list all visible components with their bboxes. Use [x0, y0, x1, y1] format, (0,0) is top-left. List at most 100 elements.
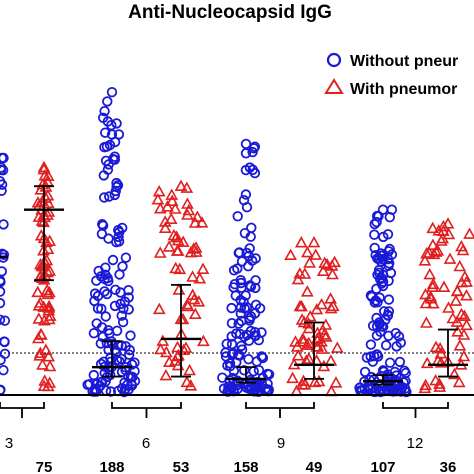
point-with-2 [179, 341, 193, 353]
point-with-4 [418, 254, 432, 266]
point-with-1 [34, 328, 48, 340]
point-with-3 [284, 248, 297, 261]
point-with-4 [463, 227, 474, 239]
point-without-2 [118, 303, 129, 314]
point-without-4 [359, 383, 370, 394]
point-with-3 [319, 318, 333, 330]
point-without-3 [224, 375, 235, 386]
n-label-12-without: 107 [370, 459, 395, 474]
point-without-4 [391, 341, 402, 352]
point-with-2 [188, 216, 202, 228]
point-without-1 [0, 165, 9, 176]
point-without-3 [235, 302, 247, 313]
point-with-3 [320, 258, 334, 270]
point-with-2 [183, 363, 196, 376]
point-without-2 [111, 181, 122, 193]
point-without-2 [124, 344, 136, 356]
point-without-4 [361, 352, 373, 363]
point-with-3 [296, 332, 310, 344]
point-with-4 [456, 243, 470, 256]
point-without-2 [111, 118, 122, 129]
point-with-3 [315, 297, 328, 310]
point-without-3 [242, 261, 254, 272]
point-without-1 [0, 365, 9, 376]
point-without-3 [243, 354, 254, 365]
point-without-2 [98, 192, 110, 203]
point-without-2 [96, 376, 107, 388]
point-without-3 [238, 365, 250, 376]
n-label-9-without: 158 [233, 459, 258, 474]
point-with-3 [291, 272, 305, 285]
point-without-4 [370, 249, 381, 261]
point-with-2 [186, 288, 200, 301]
point-without-1 [0, 185, 7, 196]
point-with-2 [187, 242, 201, 254]
point-without-1 [0, 176, 6, 187]
point-with-3 [286, 371, 299, 384]
point-with-2 [167, 228, 181, 241]
point-with-1 [36, 194, 49, 206]
point-without-3 [248, 143, 260, 154]
point-without-4 [380, 314, 391, 326]
n-label-9-with: 49 [306, 459, 323, 474]
point-without-3 [229, 279, 241, 290]
point-with-3 [294, 236, 308, 248]
tick-label-9: 9 [277, 435, 285, 452]
point-without-2 [84, 379, 95, 390]
group-brace-1 [0, 402, 45, 418]
point-without-1 [0, 314, 6, 325]
point-with-3 [311, 326, 324, 338]
point-without-3 [249, 167, 261, 179]
point-with-3 [328, 255, 341, 268]
point-without-3 [248, 366, 259, 377]
point-without-3 [228, 365, 240, 377]
point-without-4 [383, 294, 395, 305]
point-without-1 [0, 336, 10, 348]
point-with-4 [443, 252, 457, 264]
point-without-4 [401, 386, 412, 398]
point-with-3 [319, 330, 333, 342]
point-with-2 [181, 208, 194, 220]
point-with-1 [42, 299, 56, 312]
point-with-2 [176, 235, 190, 247]
tick-label-3: 3 [5, 435, 13, 452]
point-with-2 [170, 244, 184, 256]
point-without-3 [234, 247, 245, 258]
point-without-2 [95, 271, 107, 282]
point-with-2 [191, 210, 204, 222]
point-without-3 [263, 369, 275, 380]
point-with-1 [41, 169, 55, 181]
point-with-2 [153, 246, 167, 258]
point-without-4 [380, 340, 392, 351]
point-without-4 [388, 384, 399, 395]
point-with-3 [316, 264, 330, 277]
point-with-3 [330, 341, 344, 353]
point-without-2 [117, 316, 129, 328]
point-with-4 [458, 309, 471, 322]
point-without-3 [232, 349, 244, 361]
point-without-1 [0, 348, 11, 359]
point-with-2 [168, 202, 182, 214]
point-with-1 [31, 196, 45, 208]
point-with-4 [442, 227, 456, 240]
point-with-3 [295, 299, 308, 312]
legend-label-with: With pneumor [350, 81, 457, 98]
point-without-3 [238, 296, 249, 308]
point-with-4 [426, 238, 440, 250]
point-without-2 [103, 233, 114, 244]
point-without-2 [107, 254, 119, 266]
point-with-1 [33, 346, 47, 359]
point-with-2 [156, 334, 170, 346]
point-without-4 [394, 356, 406, 368]
median-iqr-bars [0, 185, 468, 386]
point-with-4 [455, 275, 469, 288]
point-with-2 [182, 203, 196, 216]
point-without-4 [371, 216, 382, 228]
point-with-4 [419, 287, 432, 300]
point-without-2 [126, 359, 138, 370]
point-without-3 [228, 347, 239, 359]
point-with-2 [187, 292, 201, 305]
point-without-2 [116, 383, 128, 394]
point-without-2 [96, 228, 108, 240]
point-with-4 [458, 270, 472, 282]
